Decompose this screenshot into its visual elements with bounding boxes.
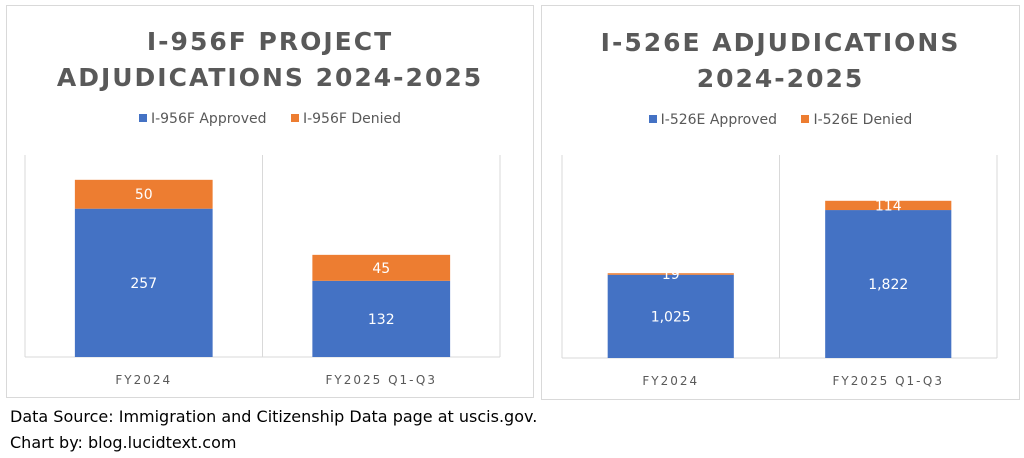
- title-line: 2024-2025: [696, 64, 865, 93]
- data-label: 114: [875, 198, 902, 214]
- x-tick-label: FY2024: [115, 373, 172, 387]
- bar-approved: [825, 210, 952, 358]
- legend-item-approved: I-526E Approved: [648, 112, 778, 128]
- legend-item-approved: I-956F Approved: [138, 111, 267, 127]
- legend-label: I-526E Approved: [660, 112, 778, 128]
- chart-title: I-526E ADJUDICATIONS 2024-2025: [542, 25, 1019, 97]
- data-label: 257: [130, 276, 157, 292]
- data-label: 132: [368, 312, 395, 328]
- data-source-note: Data Source: Immigration and Citizenship…: [10, 407, 538, 426]
- title-line: I-956F PROJECT: [146, 27, 394, 56]
- legend: I-956F Approved I-956F Denied: [7, 111, 533, 127]
- bar-denied: [312, 254, 451, 281]
- x-tick-label: FY2025 Q1-Q3: [832, 374, 944, 388]
- title-line: I-526E ADJUDICATIONS: [600, 28, 961, 57]
- bar-denied: [74, 179, 213, 209]
- data-label: 50: [135, 187, 153, 203]
- legend-label: I-956F Denied: [302, 111, 402, 127]
- data-label: 19: [662, 267, 680, 283]
- bar-approved: [312, 280, 451, 357]
- legend-item-denied: I-526E Denied: [801, 112, 912, 128]
- legend-label: I-956F Approved: [150, 111, 267, 127]
- data-label: 45: [372, 261, 390, 277]
- x-tick-label: FY2024: [642, 374, 699, 388]
- bar-denied: [825, 200, 952, 211]
- legend-label: I-526E Denied: [813, 112, 913, 128]
- bar-approved: [74, 208, 213, 357]
- x-tick-label: FY2025 Q1-Q3: [325, 373, 437, 387]
- chart-credit: Chart by: blog.lucidtext.com: [10, 433, 237, 452]
- data-label: 1,822: [868, 277, 908, 293]
- bar-approved: [607, 274, 734, 358]
- legend-item-denied: I-956F Denied: [290, 111, 402, 127]
- data-label: 1,025: [651, 309, 691, 325]
- chart-title: I-956F PROJECT ADJUDICATIONS 2024-2025: [7, 24, 533, 96]
- legend: I-526E Approved I-526E Denied: [542, 112, 1019, 128]
- title-line: ADJUDICATIONS 2024-2025: [56, 63, 484, 92]
- bar-denied: [607, 273, 734, 275]
